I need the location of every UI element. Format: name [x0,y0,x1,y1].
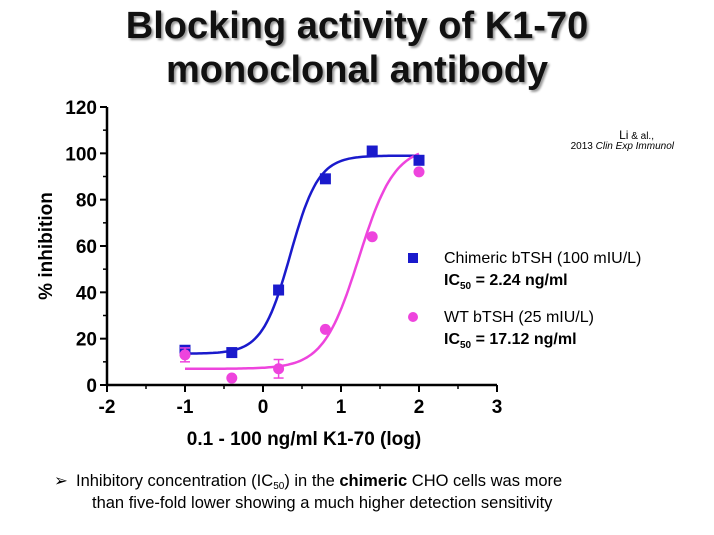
legend-marker-square [408,253,418,263]
x-tick-label: 3 [492,397,503,418]
data-point-square [319,173,331,185]
y-tick-label: 0 [86,376,97,397]
data-point-square [273,284,285,296]
ic-prefix: IC [444,272,460,289]
data-point-circle [226,372,238,384]
x-axis-label: 0.1 - 100 ng/ml K1-70 (log) [187,429,421,450]
citation-etal: & al., [631,131,654,142]
y-tick-label: 80 [76,191,97,212]
legend-ic50: IC50 = 2.24 ng/ml [444,272,568,292]
chart-marks [179,145,425,384]
ic-value: = 17.12 ng/ml [471,331,576,348]
citation-authors: Li & al., [619,128,654,142]
citation-journal-name: Clin Exp Immunol [595,141,674,152]
x-tick-label: 2 [414,397,425,418]
bullet-line-1: Inhibitory concentration (IC50) in the c… [76,470,562,498]
chart-curves [185,152,420,371]
chart-axes: 0 20 40 60 80 100 120 -2 -1 0 1 2 3 0.1 - 100 ng/ml K… [36,98,502,450]
ic-prefix: IC [444,331,460,348]
citation-author: Li [619,128,629,142]
data-point-square [226,347,238,359]
bullet-sub: 50 [273,481,285,492]
x-tick-label: -2 [99,397,116,418]
bullet-line-2: than five-fold lower showing a much high… [92,494,553,512]
x-tick-label: -1 [177,397,194,418]
title-line-2: monoclonal antibody [165,49,549,91]
data-point-circle [366,231,378,243]
data-point-square [366,145,378,157]
data-point-circle [179,349,191,361]
fit-curve-series-0 [185,154,419,355]
chart-legend: Chimeric bTSH (100 mIU/L)IC50 = 2.24 ng/… [408,250,641,351]
bullet-mid: ) in the [284,472,340,490]
ic-subscript: 50 [460,281,472,292]
y-tick-label: 40 [76,283,97,304]
data-point-circle [273,363,285,375]
x-tick-label: 1 [336,397,347,418]
y-tick-label: 120 [65,98,97,119]
legend-marker-circle [408,312,418,322]
data-point-square [413,154,425,166]
ic-subscript: 50 [460,340,472,351]
data-point-circle [319,323,331,335]
ic-value: = 2.24 ng/ml [471,272,567,289]
citation-journal: 2013 Clin Exp Immunol [571,141,674,152]
data-point-circle [413,166,425,178]
y-tick-label: 100 [65,144,97,165]
dose-response-chart: 0 20 40 60 80 100 120 -2 -1 0 1 2 3 0.1 - 100 ng/ml K… [36,98,641,450]
y-axis-label: % inhibition [36,192,57,300]
title-line-1: Blocking activity of K1-70 [125,5,589,47]
legend-ic50: IC50 = 17.12 ng/ml [444,331,577,351]
bullet-pre: Inhibitory concentration (IC [76,472,274,490]
x-tick-label: 0 [258,397,269,418]
y-tick-label: 20 [76,330,97,351]
fit-curve-series-1 [185,152,420,371]
bullet-bold: chimeric [339,472,408,490]
bullet-arrow-icon: ➢ [54,472,68,490]
y-tick-label: 60 [76,237,97,258]
citation-year: 2013 [570,141,593,152]
legend-series-name: WT bTSH (25 mIU/L) [444,309,594,326]
legend-series-name: Chimeric bTSH (100 mIU/L) [444,250,641,267]
bullet-post: CHO cells was more [407,472,563,490]
